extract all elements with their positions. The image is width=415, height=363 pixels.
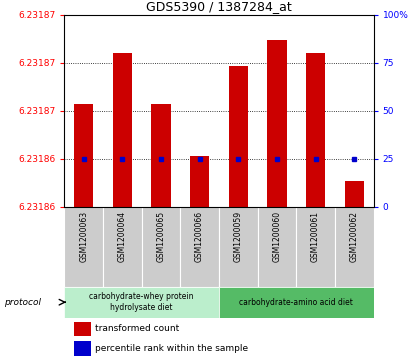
Text: carbohydrate-amino acid diet: carbohydrate-amino acid diet (239, 298, 353, 307)
Bar (64, 287, 219, 318)
Text: GSM1200062: GSM1200062 (350, 211, 359, 262)
Bar (267, 40, 286, 207)
Title: GDS5390 / 1387284_at: GDS5390 / 1387284_at (146, 0, 292, 13)
Bar (296, 207, 335, 287)
Bar (151, 104, 171, 207)
Bar (180, 207, 219, 287)
Bar (142, 207, 180, 287)
Text: GSM1200061: GSM1200061 (311, 211, 320, 262)
Bar (258, 207, 296, 287)
Text: GSM1200060: GSM1200060 (272, 211, 281, 262)
Text: GSM1200063: GSM1200063 (79, 211, 88, 262)
Bar (219, 207, 258, 287)
Bar (74, 104, 93, 207)
Text: carbohydrate-whey protein
hydrolysate diet: carbohydrate-whey protein hydrolysate di… (89, 293, 194, 312)
Bar (219, 287, 374, 318)
Bar (344, 181, 364, 207)
Bar (335, 207, 374, 287)
Text: GSM1200065: GSM1200065 (156, 211, 166, 262)
Bar (112, 53, 132, 207)
Bar (229, 66, 248, 207)
Bar (64, 207, 103, 287)
Text: GSM1200059: GSM1200059 (234, 211, 243, 262)
Bar (73, 322, 90, 337)
Bar (190, 156, 209, 207)
Text: percentile rank within the sample: percentile rank within the sample (95, 344, 248, 353)
Bar (306, 53, 325, 207)
Text: GSM1200066: GSM1200066 (195, 211, 204, 262)
Bar (103, 207, 142, 287)
Text: transformed count: transformed count (95, 325, 180, 333)
Text: GSM1200064: GSM1200064 (118, 211, 127, 262)
Text: protocol: protocol (4, 298, 41, 307)
Bar (73, 342, 90, 356)
